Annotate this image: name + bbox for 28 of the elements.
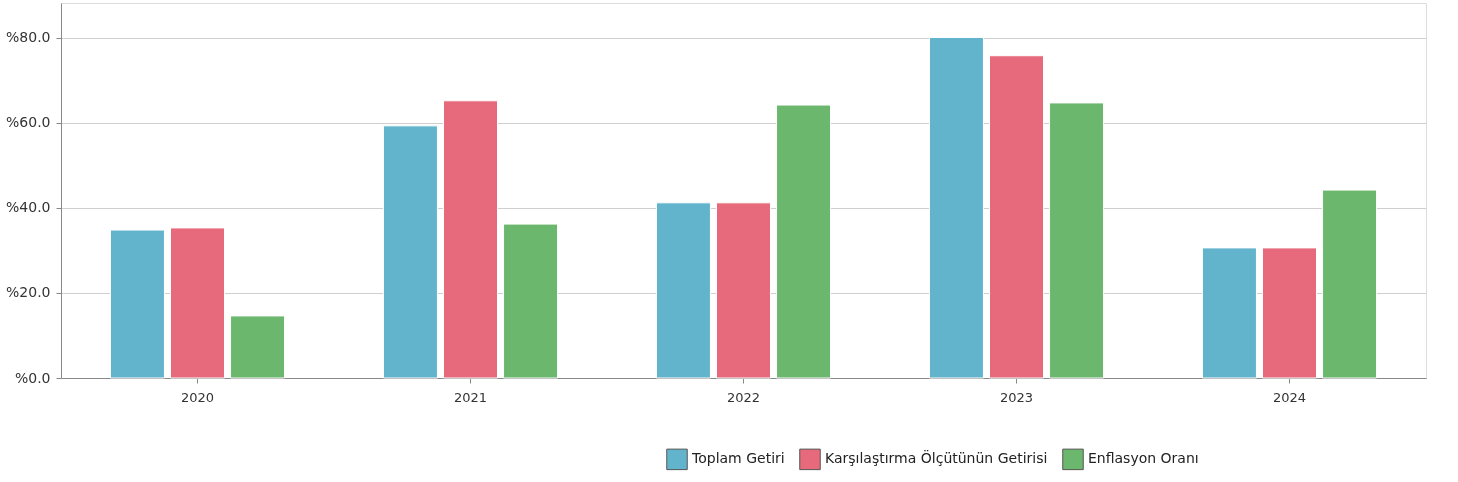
legend-label: Karşılaştırma Ölçütünün Getirisi	[825, 449, 1048, 467]
x-tick-label: 2023	[999, 389, 1034, 405]
legend-label: Enflasyon Oranı	[1088, 450, 1199, 467]
y-tick-label: %40.0	[6, 199, 51, 216]
x-tick-label: 2022	[726, 389, 761, 405]
y-tick-label: %60.0	[6, 114, 51, 131]
bar	[230, 315, 286, 379]
bar	[716, 202, 771, 379]
bar	[928, 36, 984, 379]
bar	[1201, 247, 1257, 379]
bar	[503, 223, 559, 379]
bar	[443, 100, 498, 379]
legend-label: Toplam Getiri	[691, 450, 785, 467]
bar	[109, 229, 165, 379]
x-tick-label: 2021	[453, 389, 488, 405]
bar	[170, 227, 225, 379]
y-tick-label: %20.0	[6, 284, 51, 301]
bar	[989, 55, 1044, 379]
x-tick-label: 2020	[180, 389, 215, 405]
bar	[1049, 102, 1105, 379]
bar	[382, 125, 438, 379]
x-tick-label: 2024	[1272, 389, 1307, 405]
bar	[655, 202, 711, 379]
bar	[1322, 189, 1378, 379]
bar	[1262, 247, 1317, 379]
y-tick-label: %80.0	[6, 29, 51, 46]
bar	[776, 104, 832, 379]
y-tick-label: %0.0	[14, 369, 51, 386]
